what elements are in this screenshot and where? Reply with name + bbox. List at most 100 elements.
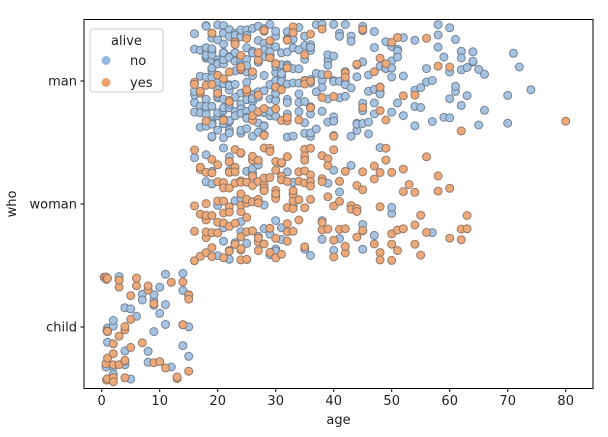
data-point [219, 74, 228, 84]
data-point [230, 218, 240, 228]
x-tick-label: 50 [383, 394, 400, 409]
data-point [149, 299, 159, 309]
data-point [422, 227, 431, 237]
data-point [271, 165, 281, 175]
data-point [207, 252, 217, 262]
data-point [271, 233, 281, 243]
data-point [468, 47, 478, 57]
data-point [416, 250, 426, 260]
data-point [207, 101, 217, 111]
data-point [445, 23, 455, 33]
data-point [277, 249, 286, 259]
data-point [230, 79, 240, 89]
legend-label-no: no [130, 54, 146, 69]
data-point [190, 29, 199, 39]
data-point [387, 255, 397, 265]
data-point [445, 94, 455, 104]
y-tick-label-child: child [46, 321, 77, 336]
data-point [259, 239, 269, 249]
data-point [340, 224, 350, 234]
data-point [190, 145, 199, 155]
x-tick-label: 10 [151, 394, 168, 409]
data-point [375, 53, 385, 63]
data-point [329, 252, 339, 262]
data-point [375, 168, 385, 177]
data-point [224, 207, 234, 217]
data-point [445, 62, 455, 72]
data-point [329, 145, 339, 155]
data-point [219, 133, 228, 143]
data-point [317, 82, 327, 92]
data-point [398, 164, 408, 174]
data-point [265, 36, 275, 46]
data-point [526, 85, 536, 95]
data-point [248, 171, 257, 181]
data-point [358, 167, 368, 177]
data-point [358, 103, 368, 113]
data-point [207, 168, 217, 178]
data-point [103, 326, 112, 336]
data-point [433, 61, 443, 71]
data-point [300, 50, 310, 60]
data-point [387, 37, 397, 47]
data-point [184, 351, 194, 361]
data-point [317, 106, 327, 116]
data-point [207, 80, 217, 89]
data-point [422, 64, 431, 74]
data-point [433, 171, 443, 181]
data-point [213, 125, 223, 135]
data-point [224, 128, 234, 138]
data-point [358, 25, 368, 34]
data-point [288, 186, 298, 196]
data-point [282, 236, 292, 246]
data-point [311, 124, 321, 134]
data-point [265, 147, 275, 156]
scatter-points-layer [99, 19, 571, 387]
data-point [161, 300, 170, 310]
x-tick-label: 0 [98, 394, 106, 409]
data-point [271, 216, 281, 226]
data-point [323, 70, 333, 80]
data-point [369, 67, 379, 77]
data-point [219, 253, 228, 263]
data-point [219, 236, 228, 246]
data-point [352, 207, 362, 216]
data-point [294, 115, 304, 125]
data-point [427, 117, 437, 126]
data-point [242, 238, 252, 248]
x-tick-label: 70 [499, 394, 516, 409]
data-point [224, 97, 234, 107]
data-point [381, 115, 391, 125]
data-point [149, 290, 159, 300]
data-point [369, 239, 379, 249]
data-point [201, 21, 211, 31]
data-point [143, 281, 153, 291]
data-point [294, 89, 304, 99]
data-point [416, 210, 426, 220]
data-point [306, 29, 315, 39]
data-point [456, 126, 466, 136]
legend-marker-no-icon [101, 56, 111, 65]
data-point [277, 69, 286, 79]
data-point [161, 363, 170, 373]
data-point [381, 155, 391, 165]
data-point [137, 338, 147, 348]
data-point [369, 230, 379, 240]
data-point [271, 189, 281, 199]
data-point [108, 377, 118, 387]
data-point [445, 233, 455, 243]
data-point [294, 195, 304, 205]
data-point [219, 143, 228, 153]
data-point [236, 232, 246, 242]
data-point [201, 150, 211, 160]
data-point [149, 327, 159, 337]
data-point [369, 27, 379, 37]
data-point [329, 19, 339, 29]
data-point [155, 282, 165, 292]
data-point [161, 320, 170, 329]
data-point [190, 201, 199, 211]
data-point [190, 226, 199, 236]
data-point [456, 100, 466, 110]
data-point [306, 76, 315, 86]
legend-title: alive [111, 34, 142, 49]
